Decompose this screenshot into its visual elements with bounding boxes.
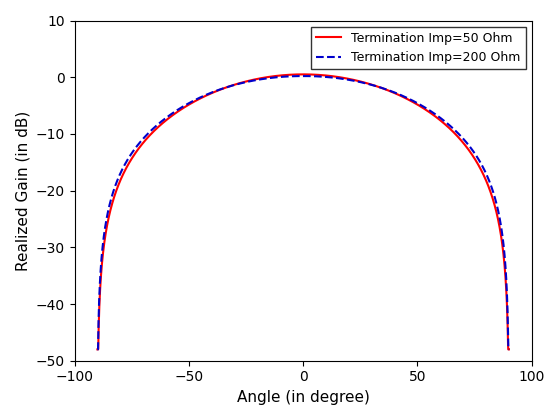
Line: Termination Imp=200 Ohm: Termination Imp=200 Ohm (97, 76, 509, 349)
Termination Imp=50 Ohm (506, 347, 512, 352)
Termination Imp=50 Ohm (94, 347, 101, 352)
Termination Imp=200 Ohm (251, 78, 258, 83)
Y-axis label: Realized Gain (in dB): Realized Gain (in dB) (15, 110, 30, 271)
Termination Imp=50 Ohm (300, 72, 306, 77)
Termination Imp=50 Ohm (432, 114, 439, 119)
Termination Imp=200 Ohm (94, 347, 101, 352)
Termination Imp=200 Ohm (341, 76, 348, 81)
Termination Imp=200 Ohm (169, 111, 175, 116)
Termination Imp=200 Ohm (362, 81, 368, 86)
Termination Imp=200 Ohm (506, 347, 512, 352)
Termination Imp=50 Ohm (251, 77, 258, 82)
Termination Imp=200 Ohm (401, 94, 408, 99)
Legend: Termination Imp=50 Ohm, Termination Imp=200 Ohm: Termination Imp=50 Ohm, Termination Imp=… (311, 27, 526, 69)
Termination Imp=50 Ohm (169, 113, 175, 118)
Termination Imp=200 Ohm (301, 74, 308, 79)
Termination Imp=200 Ohm (432, 112, 439, 117)
X-axis label: Angle (in degree): Angle (in degree) (237, 390, 370, 405)
Termination Imp=50 Ohm (401, 95, 408, 100)
Termination Imp=50 Ohm (341, 76, 348, 81)
Termination Imp=50 Ohm (362, 80, 368, 85)
Line: Termination Imp=50 Ohm: Termination Imp=50 Ohm (97, 74, 509, 349)
